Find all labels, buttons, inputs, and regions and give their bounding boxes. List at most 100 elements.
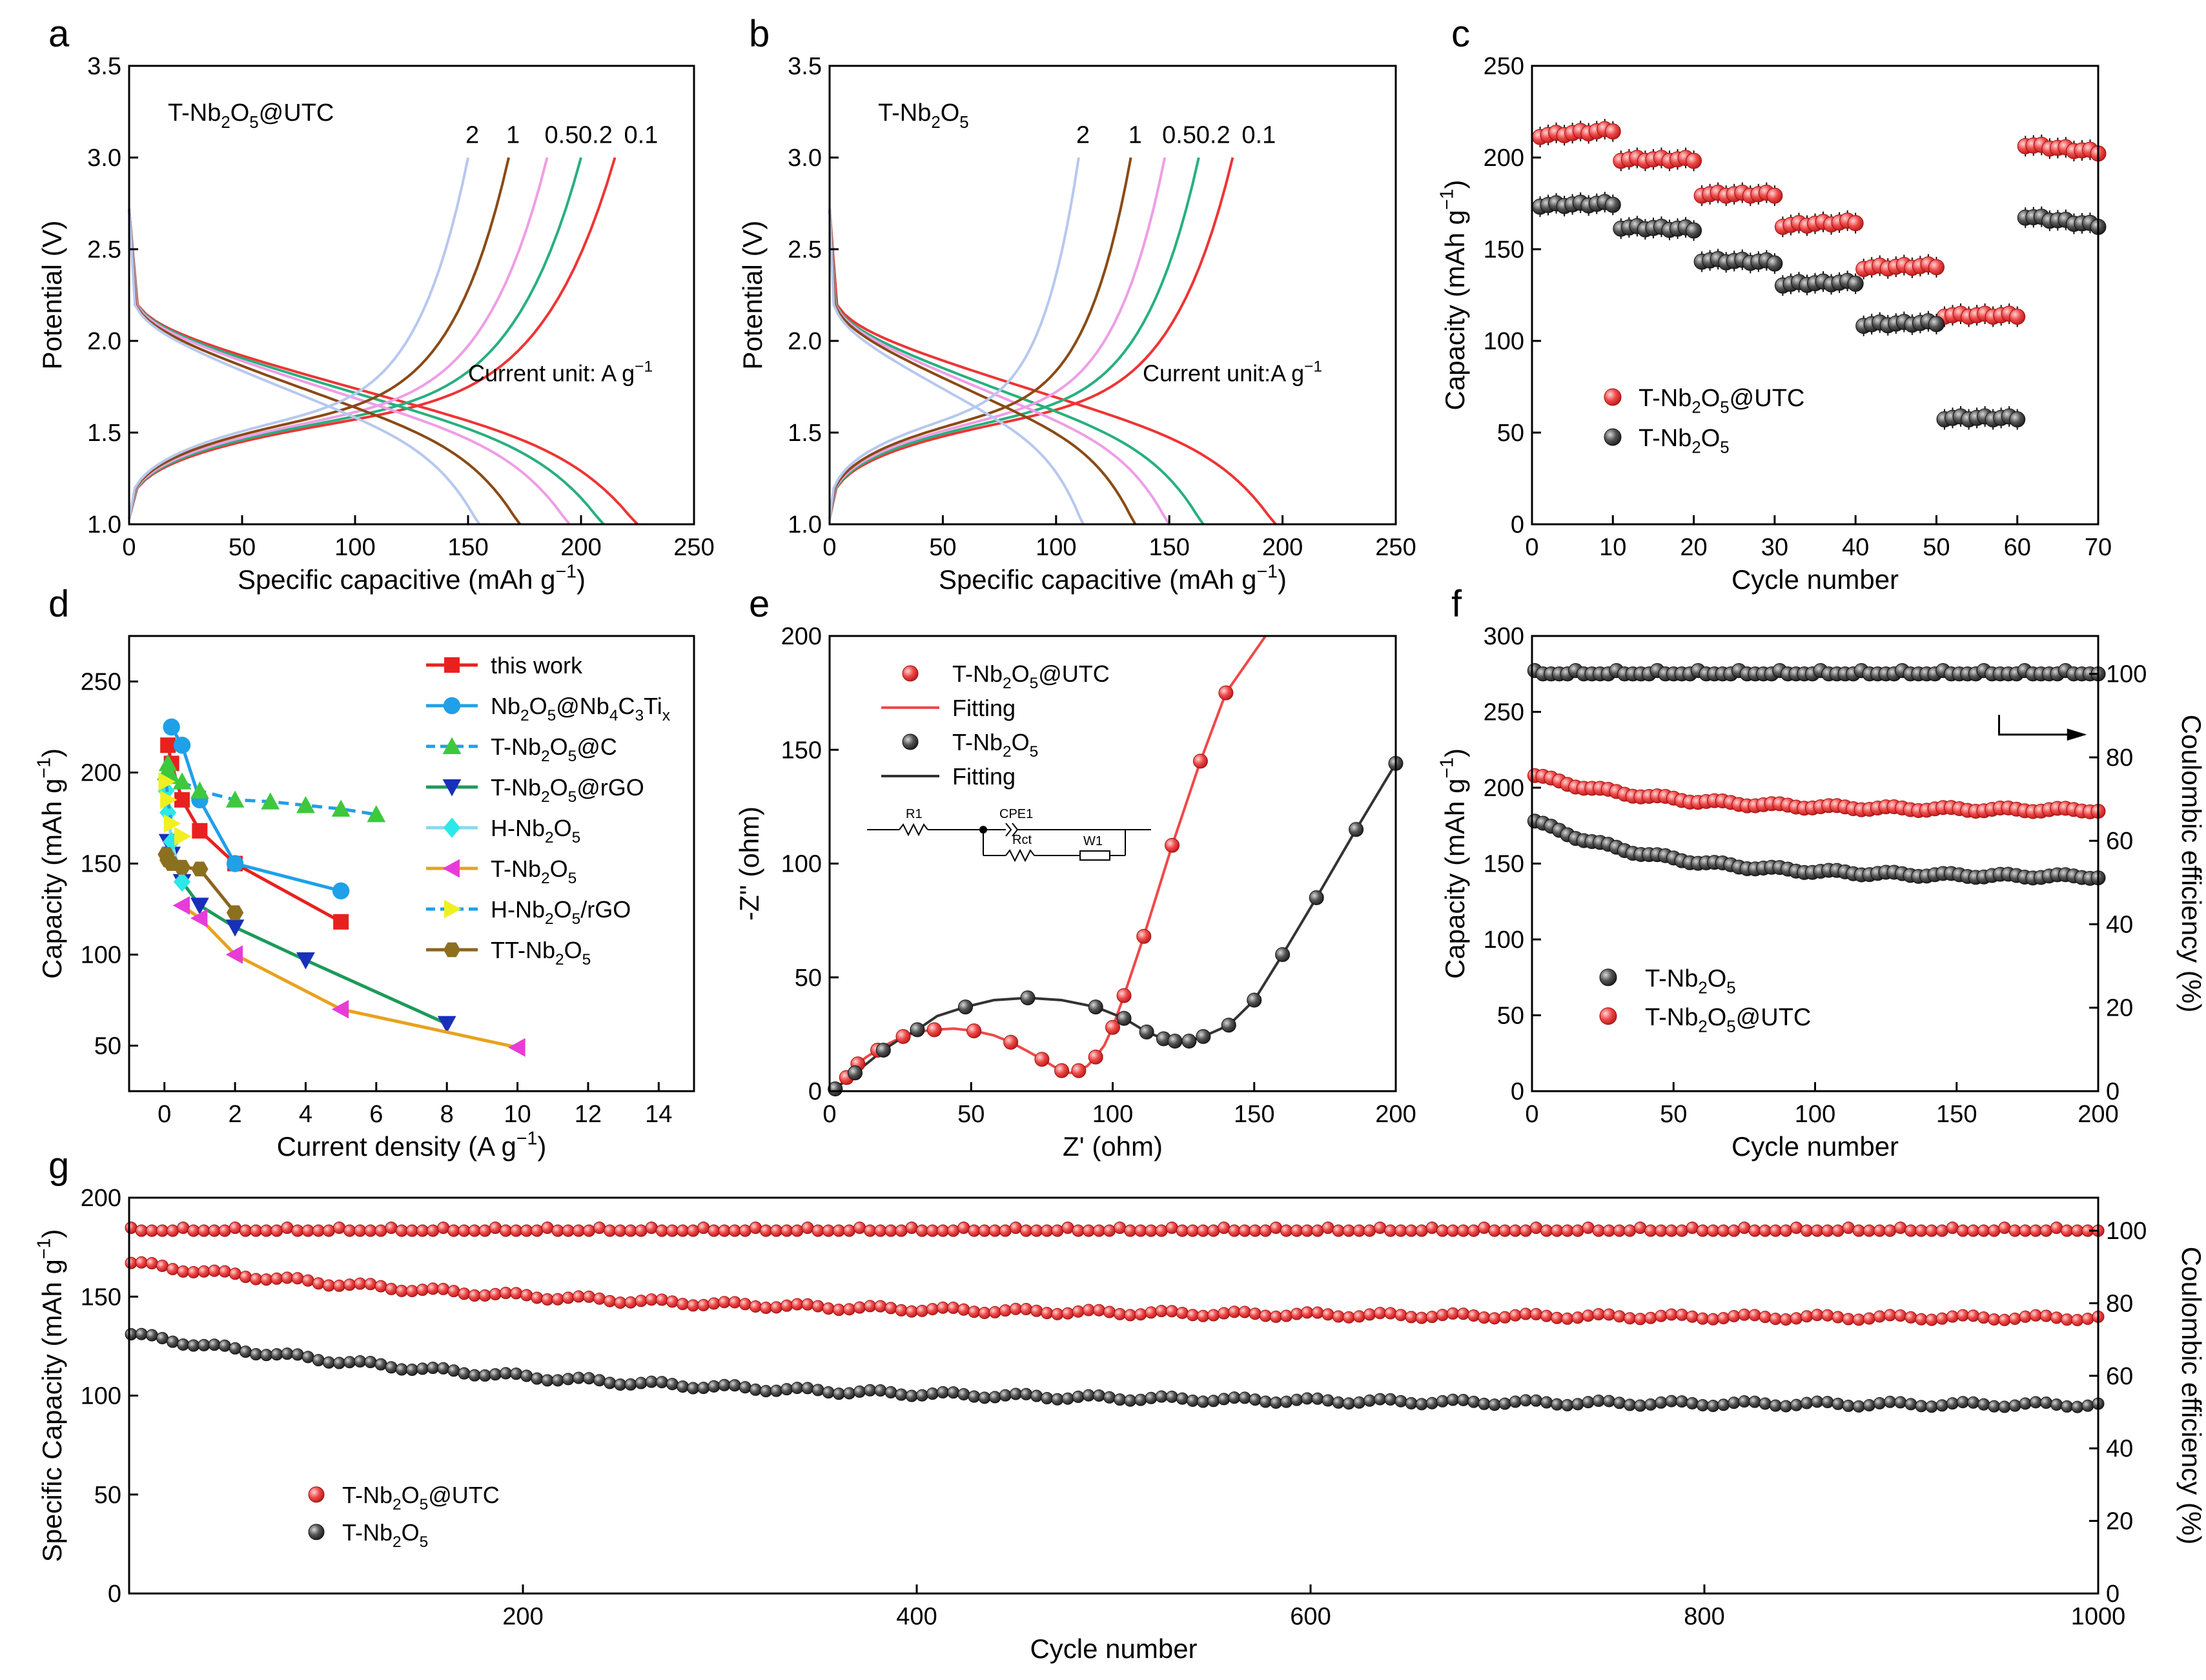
ce-point-T-Nb2O5@UTC [1946,1222,1959,1234]
capacity-point-T-Nb2O5 [1019,1388,1032,1400]
ce-point-T-Nb2O5@UTC [1030,1224,1043,1237]
charge-curve-1 [128,157,510,519]
plot-area-b [828,157,1277,526]
ce-point-T-Nb2O5@UTC [1998,1222,2011,1234]
ce-point-T-Nb2O5@UTC [1082,1224,1095,1237]
capacity-point-T-Nb2O5@UTC [1956,1309,1969,1322]
capacity-point-T-Nb2O5@UTC [1291,1307,1303,1320]
x-tick-label: 0 [822,1101,836,1128]
rate-label-0.1: 0.1 [1241,121,1276,149]
capacity-point-T-Nb2O5 [332,1357,345,1369]
data-point-T-Nb2O5@UTC [1071,1063,1087,1078]
data-point-T-Nb2O5 [1847,275,1864,292]
capacity-point-T-Nb2O5@UTC [843,1303,855,1316]
capacity-point-T-Nb2O5@UTC [489,1287,502,1300]
ce-point-T-Nb2O5@UTC [884,1224,897,1237]
rate-label-0.5: 0.5 [545,121,579,149]
ce-point-T-Nb2O5@UTC [1415,1224,1428,1237]
ce-point-T-Nb2O5@UTC [1446,1224,1459,1237]
capacity-point-T-Nb2O5@UTC [937,1301,950,1314]
capacity-point-T-Nb2O5 [271,1348,283,1361]
panel-b: 0 50 100 150 200 250 1.0 1.5 2.0 2.5 3.0 3.5 Specifi… [737,13,1416,595]
capacity-point-T-Nb2O5@UTC [1759,1311,1772,1324]
capacity-point-T-Nb2O5@UTC [781,1299,793,1312]
rate-label-2: 2 [465,121,479,149]
ce-point-T-Nb2O5@UTC [1602,1224,1615,1237]
capacity-point-T-Nb2O5 [2050,1398,2063,1411]
capacity-point-T-Nb2O5@UTC [167,1263,179,1276]
capacity-point-T-Nb2O5@UTC [1728,1309,1741,1322]
data-point-T-Nb2O5@UTC [1003,1034,1019,1050]
ce-point-T-Nb2O5@UTC [541,1222,554,1234]
ce-point-T-Nb2O5@UTC [198,1224,210,1237]
data-point-T-Nb2O5 [331,999,349,1019]
ce-point-T-Nb2O5@UTC [1009,1222,1022,1234]
capacity-point-T-Nb2O5 [1935,1399,1948,1412]
capacity-point-T-Nb2O5 [968,1390,981,1403]
y-tick-label: 0 [1511,1078,1524,1105]
capacity-point-T-Nb2O5@UTC [770,1301,783,1314]
capacity-point-T-Nb2O5 [1342,1397,1355,1410]
ce-point-T-Nb2O5@UTC [1707,1224,1720,1237]
y2-tick-label: 80 [2106,1290,2133,1317]
ce-point-T-Nb2O5@UTC [1655,1224,1668,1237]
x-tick-label: 800 [1684,1603,1724,1630]
ce-point-T-Nb2O5@UTC [1134,1224,1147,1237]
capacity-point-T-Nb2O5 [718,1378,731,1391]
legend-label: T-Nb2​O5​ [952,729,1038,761]
ce-point-T-Nb2O5@UTC [405,1224,418,1237]
capacity-point-T-Nb2O5@UTC [510,1287,523,1300]
y2-tick-label: 0 [2106,1581,2119,1608]
data-point-T-Nb2O5@C [225,790,245,808]
y-tick-label: 100 [1484,927,1524,954]
capacity-point-T-Nb2O5@UTC [1946,1310,1959,1323]
ce-point-T-Nb2O5@UTC [1832,1224,1844,1237]
capacity-point-T-Nb2O5@UTC [1509,1309,1522,1322]
capacity-point-T-Nb2O5@UTC [1498,1311,1511,1324]
capacity-point-T-Nb2O5 [156,1332,169,1345]
y-axis-label: Capacity (mAh g−1​) [1436,748,1470,979]
capacity-point-T-Nb2O5@UTC [1405,1311,1418,1324]
x-axis-label: Cycle number [1731,564,1899,595]
capacity-point-T-Nb2O5 [322,1356,335,1369]
capacity-point-T-Nb2O5 [1103,1391,1116,1404]
ce-point-T-Nb2O5@UTC [1571,1224,1584,1237]
capacity-point-T-Nb2O5@UTC [1041,1307,1054,1320]
capacity-point-T-Nb2O5 [1124,1394,1137,1407]
axes-frame-c [1531,65,2099,526]
legend-marker [442,737,462,754]
capacity-point-T-Nb2O5@UTC [759,1302,772,1315]
x-axis-label: Z' (ohm) [1063,1131,1163,1162]
capacity-point-T-Nb2O5@UTC [1176,1306,1189,1319]
capacity-point-T-Nb2O5@UTC [2061,1313,2074,1326]
capacity-point-T-Nb2O5 [1322,1394,1334,1407]
ce-point-T-Nb2O5@UTC [1519,1224,1532,1237]
data-point-TT-Nb2O5 [226,905,244,921]
ce-point-T-Nb2O5@UTC [1207,1224,1220,1237]
data-point-T-Nb2O5 [1020,990,1036,1005]
ce-point-T-Nb2O5@UTC [1228,1224,1241,1237]
ce-point-T-Nb2O5@UTC [770,1224,783,1237]
data-point-T-Nb2O5 [2009,411,2026,428]
capacity-point-T-Nb2O5@UTC [718,1296,731,1309]
data-point-TT-Nb2O5 [173,859,191,875]
capacity-point-T-Nb2O5 [832,1388,845,1400]
capacity-point-T-Nb2O5 [791,1382,804,1395]
y-tick-label: 250 [1484,53,1524,80]
capacity-point-T-Nb2O5 [1363,1394,1376,1407]
capacity-point-T-Nb2O5 [1894,1396,1907,1409]
data-point-T-Nb2O5 [225,945,243,964]
capacity-point-T-Nb2O5 [1519,1394,1532,1407]
capacity-point-T-Nb2O5 [655,1376,668,1389]
y-tick-label: 3.0 [87,145,121,172]
ce-point-T-Nb2O5@UTC [2019,1224,2032,1237]
capacity-point-T-Nb2O5 [343,1356,356,1369]
capacity-point-T-Nb2O5@UTC [562,1291,575,1304]
data-point-this work [192,823,208,839]
x-tick-label: 0 [122,534,136,561]
data-point-T-Nb2O5@UTC [1192,753,1208,769]
ce-point-T-Nb2O5@UTC [937,1224,950,1237]
ce-point-T-Nb2O5@UTC [812,1224,824,1237]
x-tick-label: 14 [645,1101,672,1128]
